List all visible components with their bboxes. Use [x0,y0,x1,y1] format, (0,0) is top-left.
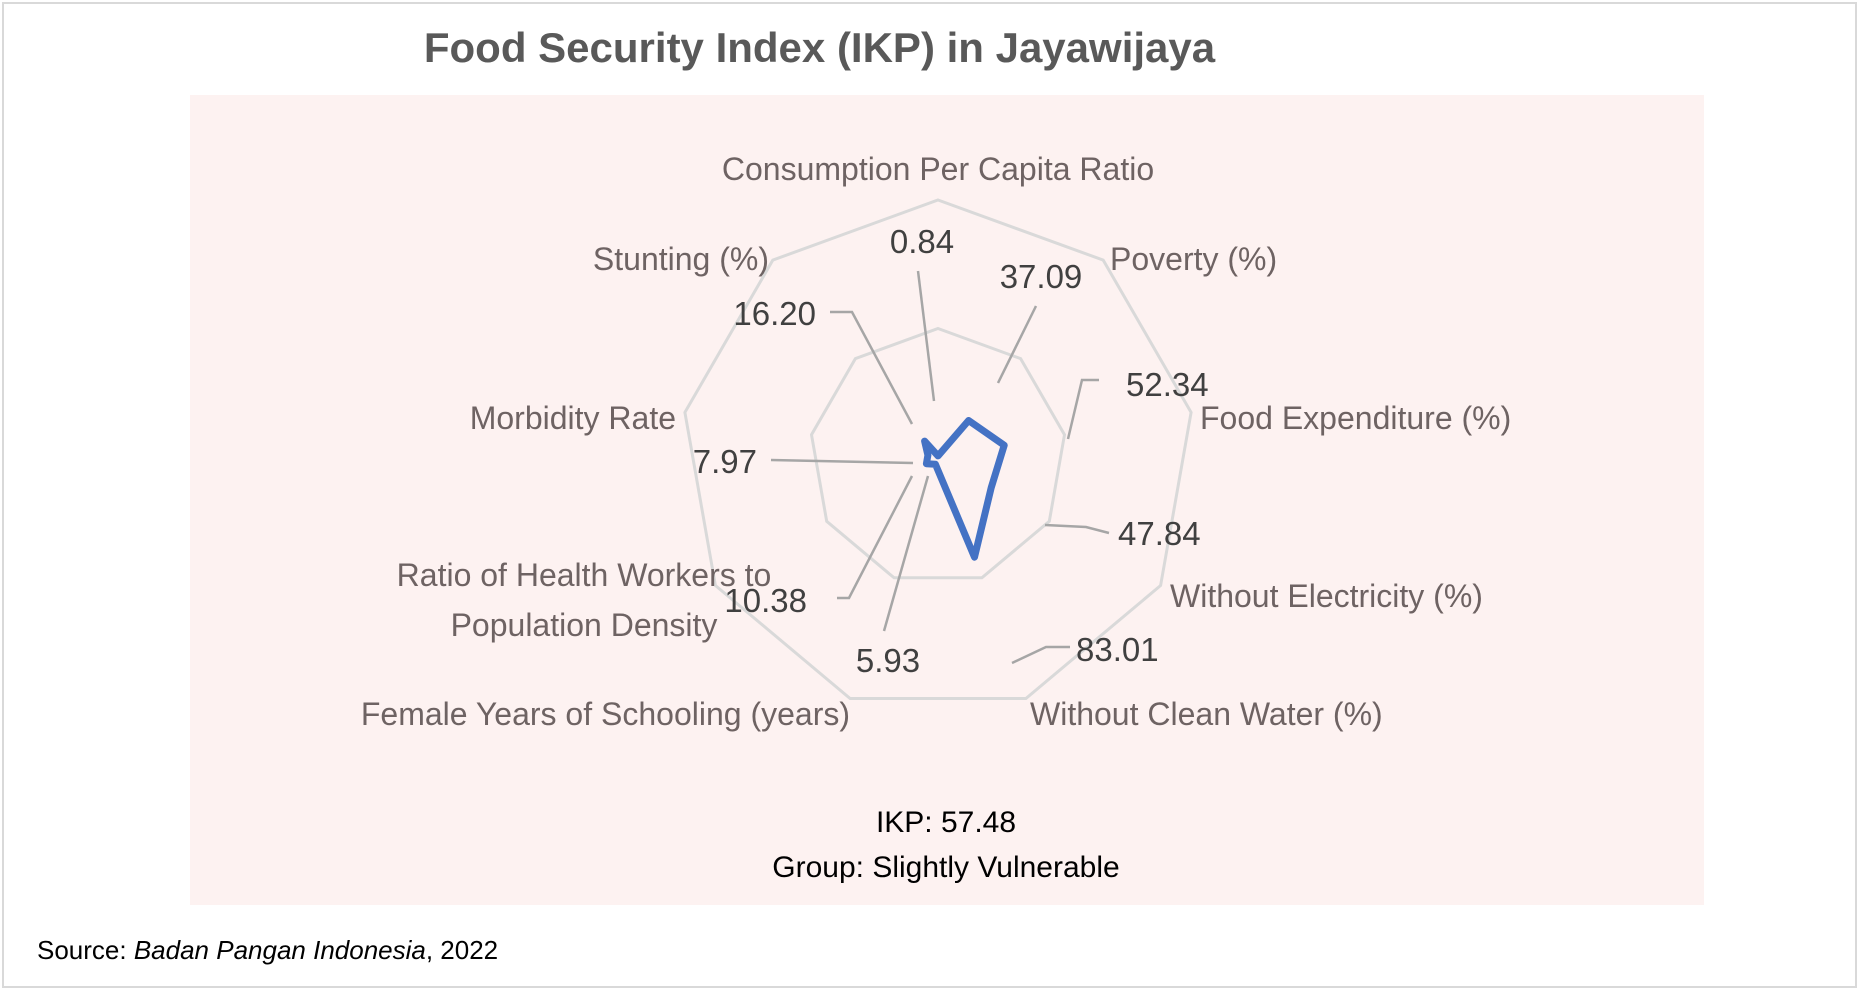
axis-label-6: Female Years of Schooling (years) [361,696,850,732]
axis-label-3: Food Expenditure (%) [1200,400,1511,436]
data-label-7: 10.38 [724,582,807,619]
axis-label-line: Stunting (%) [593,241,769,277]
leader-line-4 [1044,523,1110,535]
data-label-3: 52.34 [1126,366,1209,403]
chart-title: Food Security Index (IKP) in Jayawijaya [423,24,1216,71]
radar-chart: Consumption Per Capita Ratio Poverty (%) F… [361,151,1511,732]
axis-label-2: Poverty (%) [1110,241,1277,277]
ikp-score-label: IKP: 57.48 [875,806,1017,839]
data-label-9: 16.20 [733,295,816,332]
grid-ring-100 [809,326,1067,580]
leader-line-8 [770,458,914,465]
source-note: Source: Badan Pangan Indonesia, 2022 [37,935,498,966]
leader-line-2 [996,305,1038,384]
series-line [921,417,1008,561]
axis-label-5: Without Clean Water (%) [1030,696,1383,732]
source-publisher: Badan Pangan Indonesia [133,935,426,965]
axis-label-line: Food Expenditure (%) [1200,400,1511,436]
axis-label-line: Female Years of Schooling (years) [361,696,850,732]
data-label-5: 83.01 [1076,631,1159,668]
axis-label-line: Ratio of Health Workers to [397,557,772,593]
data-label-2: 37.09 [1000,258,1083,295]
data-label-8: 7.97 [693,443,757,480]
axis-label-9: Stunting (%) [593,241,769,277]
leader-line-1 [916,270,936,402]
axis-label-8: Morbidity Rate [470,400,676,436]
data-label-6: 5.93 [856,642,920,679]
leader-line-9 [830,310,914,425]
leader-line-6 [882,475,930,632]
summary-box: IKP: 57.48 Group: Slightly Vulnerable [4,800,1861,890]
source-suffix: , 2022 [425,935,499,965]
leader-line-3 [1066,378,1099,440]
source-prefix: Source: [37,935,134,965]
grid-ring-200 [683,198,1193,700]
axis-label-line: Morbidity Rate [470,400,676,436]
axis-label-4: Without Electricity (%) [1170,578,1483,614]
axis-label-line: Population Density [451,607,718,643]
axis-label-line: Consumption Per Capita Ratio [722,151,1154,187]
data-label-1: 0.84 [890,223,954,260]
leader-line-7 [837,475,914,600]
leader-line-5 [1011,645,1070,665]
axis-label-line: Poverty (%) [1110,241,1277,277]
axis-label-line: Without Clean Water (%) [1030,696,1383,732]
group-label: Group: Slightly Vulnerable [772,851,1120,884]
data-label-4: 47.84 [1118,515,1201,552]
axis-label-line: Without Electricity (%) [1170,578,1483,614]
axis-label-1: Consumption Per Capita Ratio [722,151,1154,187]
axis-label-7: Ratio of Health Workers to Population Den… [397,557,772,643]
